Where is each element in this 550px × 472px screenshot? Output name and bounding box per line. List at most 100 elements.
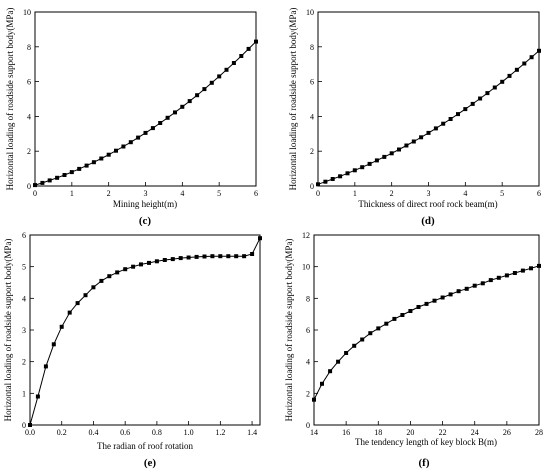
chart-3-data-point — [147, 260, 151, 265]
chart-2-data-point — [338, 174, 343, 179]
chart-3-data-point — [115, 270, 120, 275]
chart-4-y-tick-label: 0 — [306, 421, 310, 430]
chart-4-data-point — [312, 397, 316, 402]
chart-1-y-axis-label: Horizontal loading of roadside support b… — [5, 8, 15, 191]
chart-1-y-tick-label: 10 — [23, 8, 31, 17]
chart-1-x-tick-label: 5 — [217, 189, 221, 198]
chart-3-data-point — [51, 342, 56, 347]
chart-4-y-tick-label: 10 — [302, 263, 310, 272]
chart-1-data-point — [202, 87, 207, 92]
chart-2-data-point — [360, 165, 365, 170]
chart-4-y-tick-label: 8 — [306, 294, 310, 303]
chart-3-data-point — [194, 254, 199, 259]
chart-4-data-point — [360, 337, 365, 342]
chart-4-data-point — [376, 326, 381, 331]
chart-3-y-tick-label: 1 — [22, 389, 26, 398]
chart-4-series-line — [313, 265, 540, 400]
chart-3-data-point — [154, 259, 159, 264]
chart-4-x-tick-label: 18 — [374, 428, 382, 437]
chart-3-x-tick-label: 0.0 — [25, 428, 35, 437]
chart-2-x-axis-label: Thickness of direct roof rock beam(m) — [358, 199, 497, 209]
chart-2-data-point — [522, 61, 527, 66]
chart-3-data-point — [162, 258, 167, 262]
chart-2-y-tick-label: 10 — [306, 8, 314, 17]
chart-3-y-tick-label: 5 — [22, 263, 26, 272]
chart-2-data-point — [478, 96, 483, 101]
chart-3-data-point — [28, 423, 32, 427]
chart-3-data-point — [59, 324, 64, 329]
chart-1-data-point — [254, 39, 258, 44]
chart-1-data-point — [136, 135, 141, 140]
chart-2-data-point — [492, 85, 497, 90]
chart-4-data-point — [320, 381, 324, 386]
chart-2-data-point — [448, 117, 453, 121]
chart-3-y-tick-label: 6 — [22, 231, 26, 240]
chart-2-data-point — [382, 154, 387, 159]
chart-1-data-point — [165, 115, 170, 120]
chart-2-panel-label: (d) — [421, 215, 435, 227]
chart-1-data-point — [121, 144, 126, 149]
chart-4-y-tick-label: 2 — [306, 389, 310, 398]
chart-2-y-tick-label: 4 — [310, 112, 314, 121]
chart-1-data-point — [99, 156, 104, 161]
chart-1-data-point — [217, 74, 222, 79]
chart-2-data-point — [456, 112, 460, 117]
chart-3-data-point — [210, 254, 215, 259]
chart-2-data-point — [463, 107, 468, 112]
chart-4-plot-frame — [313, 234, 540, 426]
chart-3-x-axis-label: The radian of roof rotation — [97, 441, 193, 451]
chart-3-y-tick-label: 3 — [22, 326, 26, 335]
chart-2-series-line — [317, 50, 540, 185]
chart-3-data-point — [178, 256, 183, 261]
chart-3-y-tick-label: 2 — [22, 358, 26, 367]
chart-1-data-point — [180, 104, 185, 109]
chart-3-panel-label: (e) — [144, 457, 157, 469]
chart-1-y-tick-label: 0 — [27, 182, 31, 191]
chart-4-data-point — [328, 369, 333, 374]
chart-4-data-point — [529, 266, 533, 271]
chart-1-plot-frame — [34, 11, 257, 187]
chart-2-plot-frame — [317, 11, 540, 187]
chart-4-data-point — [416, 305, 421, 309]
chart-3-data-point — [234, 254, 239, 259]
chart-1-data-point — [158, 121, 163, 125]
chart-2-y-axis-label: Horizontal loading of roadside support b… — [288, 8, 298, 191]
chart-1-data-point — [246, 46, 251, 51]
chart-2-data-point — [323, 179, 328, 184]
chart-4-data-point — [520, 268, 525, 273]
chart-1-data-point — [114, 148, 118, 153]
chart-3-data-point — [139, 262, 143, 267]
chart-1-y-tick-label: 8 — [27, 43, 31, 52]
chart-3-y-tick-label: 0 — [22, 421, 26, 430]
chart-2-x-tick-label: 6 — [537, 189, 541, 198]
chart-4-y-tick-label: 6 — [306, 326, 310, 335]
chart-3-data-point — [43, 364, 48, 369]
chart-3-data-point — [123, 267, 128, 272]
chart-3-x-tick-label: 1.2 — [215, 428, 225, 437]
chart-3-series-line — [29, 237, 261, 426]
chart-4-data-point — [537, 263, 541, 268]
chart-1-data-point — [91, 160, 96, 165]
chart-3-data-point — [218, 254, 223, 259]
chart-4-data-point — [456, 289, 461, 294]
chart-4-data-point — [344, 351, 349, 355]
chart-1-data-point — [33, 183, 37, 188]
chart-2-data-point — [345, 171, 350, 176]
chart-3-data-point — [131, 264, 136, 269]
chart-4-data-point — [448, 292, 453, 297]
chart-2-data-point — [507, 73, 512, 78]
chart-3-x-tick-label: 0.2 — [57, 428, 67, 437]
chart-3-data-point — [91, 285, 96, 290]
chart-4-panel-label: (f) — [419, 457, 430, 469]
chart-2-y-tick-label: 0 — [310, 182, 314, 191]
chart-1-data-point — [209, 80, 214, 85]
chart-2-x-tick-label: 5 — [500, 189, 504, 198]
chart-2-x-tick-label: 1 — [353, 189, 357, 198]
chart-1-x-tick-label: 2 — [107, 189, 111, 198]
chart-1-data-point — [128, 140, 133, 145]
chart-2-data-point — [330, 177, 335, 181]
chart-1-y-tick-label: 2 — [27, 147, 31, 156]
chart-4-x-tick-label: 28 — [535, 428, 543, 437]
chart-3-data-point — [75, 301, 80, 306]
